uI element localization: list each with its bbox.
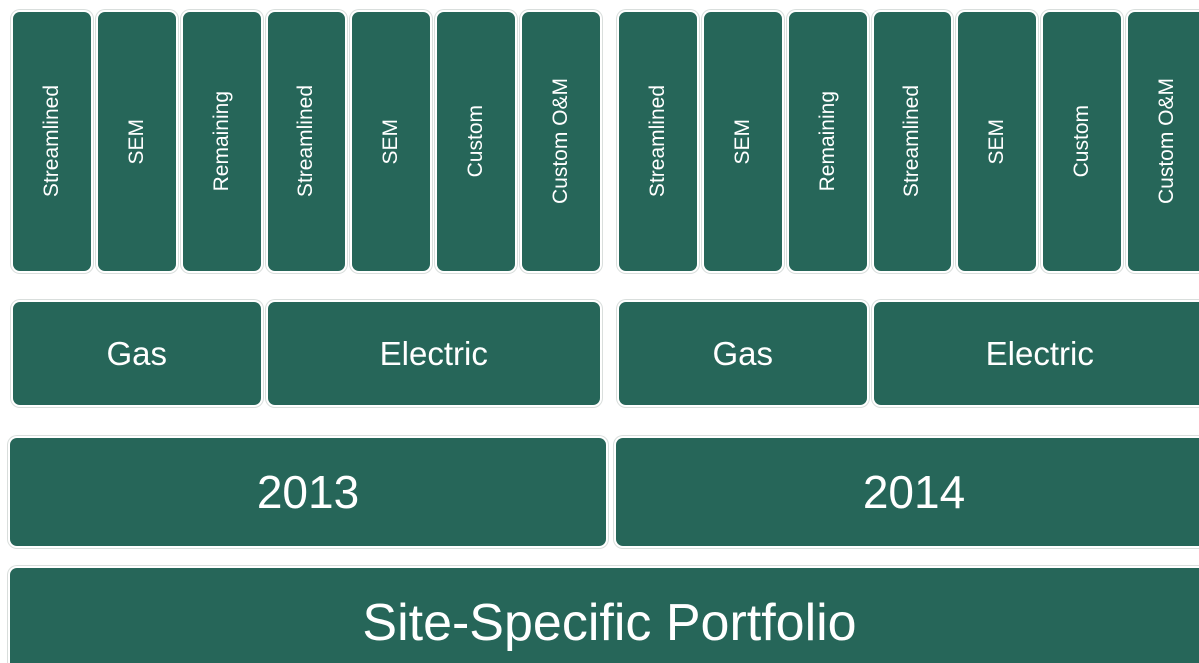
- program-box-label: Custom: [1070, 105, 1094, 178]
- program-box: Custom O&M: [522, 12, 600, 271]
- program-box: SEM: [958, 12, 1037, 271]
- program-box: Remaining: [788, 12, 867, 271]
- program-box: Streamlined: [873, 12, 952, 271]
- program-box: Streamlined: [267, 12, 346, 271]
- program-box: SEM: [703, 12, 782, 271]
- program-box-label: SEM: [730, 118, 754, 165]
- portfolio-box: Site-Specific Portfolio: [10, 568, 1199, 663]
- fuel-box: Electric: [267, 302, 600, 405]
- year-box: 2014: [616, 438, 1199, 546]
- fuel-box: Gas: [619, 302, 867, 405]
- program-box-label: Remaining: [209, 91, 233, 192]
- program-box-label: Streamlined: [900, 85, 924, 198]
- program-box: Streamlined: [13, 12, 91, 271]
- fuel-box: Electric: [873, 302, 1199, 405]
- program-box-label: Custom O&M: [1155, 78, 1179, 205]
- program-box-label: SEM: [124, 118, 148, 165]
- program-box: SEM: [352, 12, 431, 271]
- fuel-box: Gas: [13, 302, 261, 405]
- program-box: Streamlined: [619, 12, 697, 271]
- program-box-label: Remaining: [815, 91, 839, 192]
- program-box-label: Streamlined: [39, 85, 63, 198]
- program-box-label: SEM: [985, 118, 1009, 165]
- program-box-label: Custom: [464, 105, 488, 178]
- program-box: Custom O&M: [1128, 12, 1199, 271]
- program-box: SEM: [97, 12, 176, 271]
- program-box-label: Custom O&M: [549, 78, 573, 205]
- year-box: 2013: [10, 438, 606, 546]
- program-box-label: SEM: [379, 118, 403, 165]
- program-box-label: Streamlined: [645, 85, 669, 198]
- program-box: Custom: [437, 12, 516, 271]
- program-box: Custom: [1043, 12, 1122, 271]
- program-box-label: Streamlined: [294, 85, 318, 198]
- program-box: Remaining: [182, 12, 261, 271]
